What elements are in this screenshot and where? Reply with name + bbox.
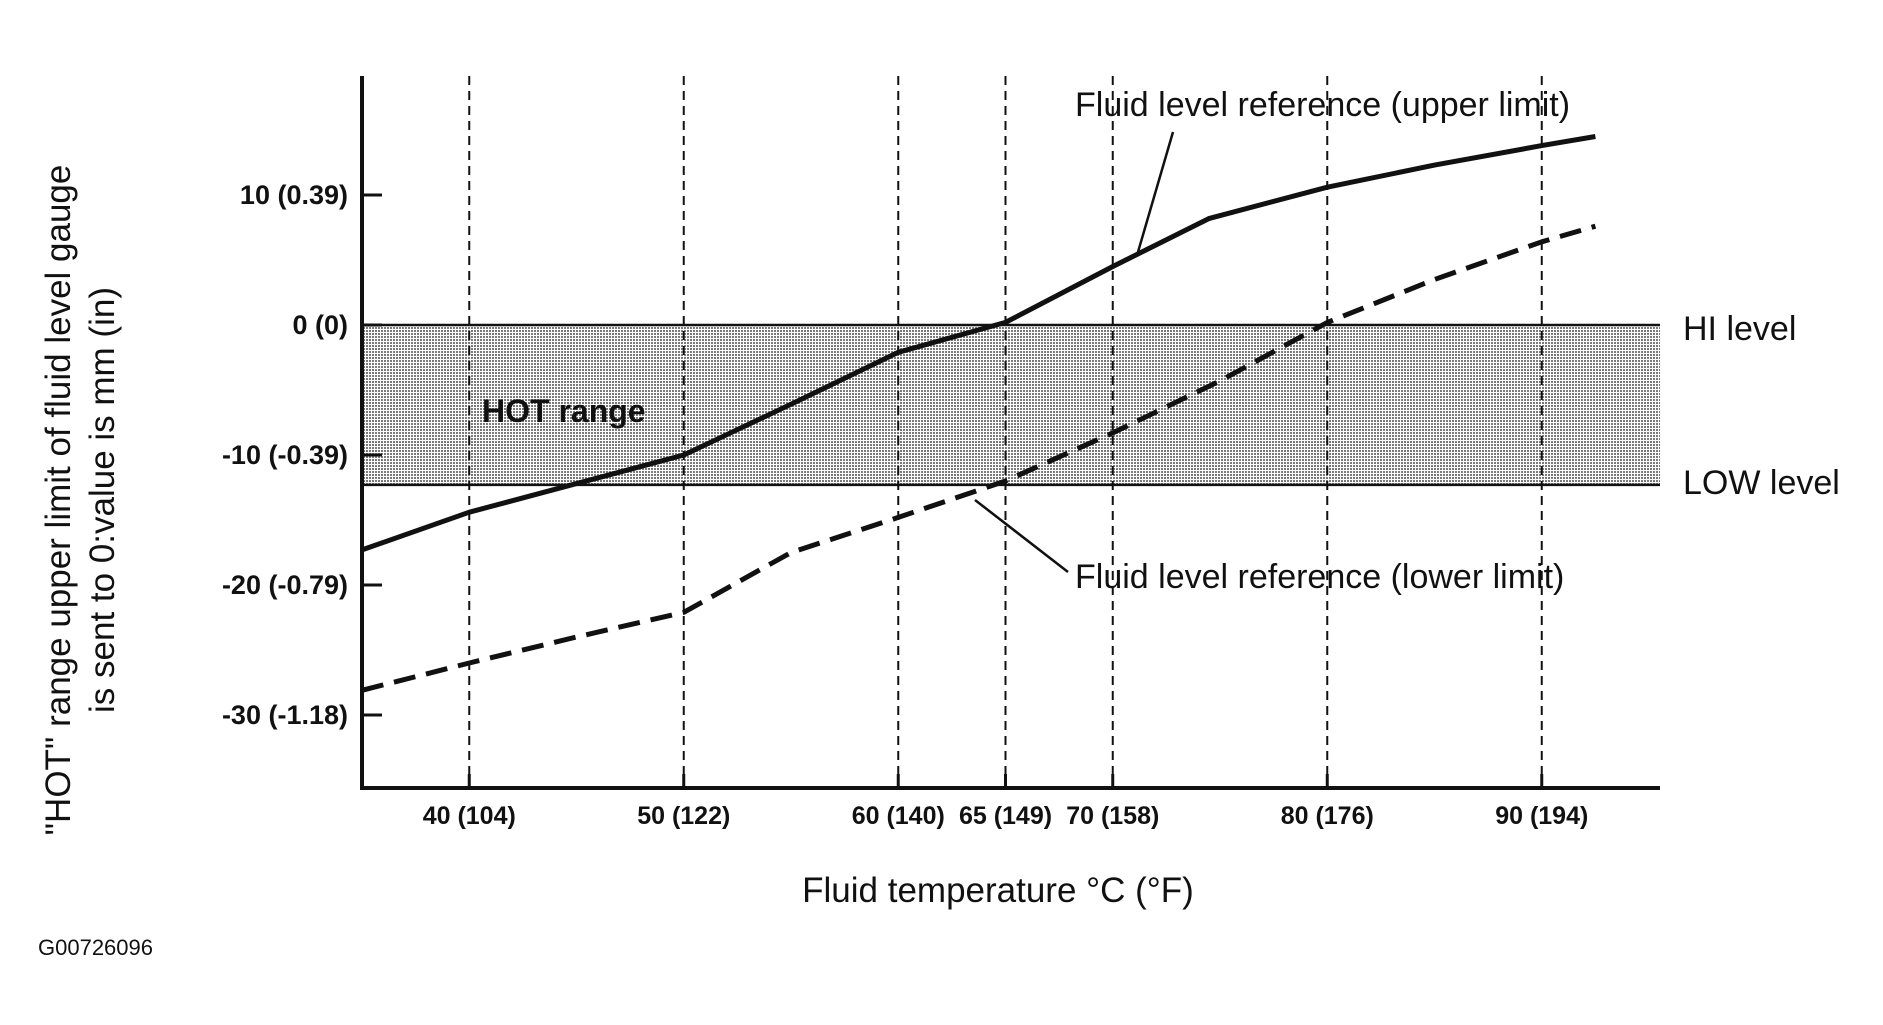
x-tick-label: 40 (104) [423,802,516,830]
x-tick-label: 50 (122) [637,802,730,830]
low-level-label: LOW level [1683,464,1840,502]
y-tick-label: -10 (-0.39) [222,440,348,470]
hot-range-label: HOT range [482,393,646,429]
x-axis-title: Fluid temperature °C (°F) [802,871,1194,910]
y-axis-title-line-2: is sent to 0:value is mm (in) [83,287,122,713]
series-lower-limit-line [361,223,1597,693]
y-tick-label: -20 (-0.79) [222,570,348,600]
hi-level-label: HI level [1683,310,1796,348]
x-tick-label: 65 (149) [959,802,1052,830]
lower-annotation-label: Fluid level reference (lower limit) [1075,558,1564,596]
x-tick-label: 70 (158) [1066,802,1159,830]
lower-annotation-leader [974,499,1069,573]
y-tick-label: -30 (-1.18) [222,700,348,730]
y-tick-label: 10 (0.39) [240,180,348,210]
y-axis-title: "HOT" range upper limit of fluid level g… [39,165,122,836]
hot-range-band [362,325,1660,485]
x-tick-label: 90 (194) [1495,802,1588,830]
x-ticks: 40 (104) 50 (122) 60 (140) 65 (149) 70 (158)… [423,774,1588,830]
upper-annotation-label: Fluid level reference (upper limit) [1075,86,1570,124]
x-tick-label: 80 (176) [1281,802,1374,830]
upper-annotation-leader [1136,131,1175,253]
y-axis-title-line-1: "HOT" range upper limit of fluid level g… [39,165,78,836]
gridlines [468,76,1543,788]
series-upper-limit-line [361,134,1596,553]
y-ticks: 10 (0.39) 0 (0) -10 (-0.39) -20 (-0.79) -30 … [222,180,382,730]
x-tick-label: 60 (140) [852,802,945,830]
y-tick-label: 0 (0) [292,310,348,340]
figure-id: G00726096 [38,935,153,960]
